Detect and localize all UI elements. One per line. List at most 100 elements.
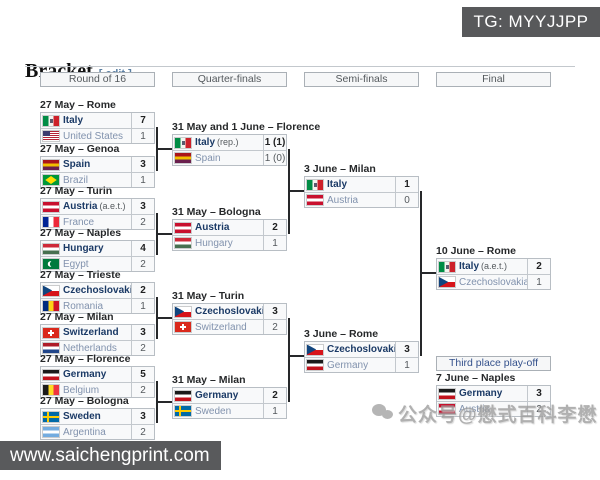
team-score: 2	[263, 220, 286, 235]
flag-austria-icon	[43, 201, 59, 212]
team-name-text[interactable]: Czechoslovakia	[195, 306, 263, 317]
team-name[interactable]: France	[63, 217, 131, 228]
flag-spain-icon	[43, 159, 59, 170]
team-name-text[interactable]: Czechoslovakia	[459, 276, 527, 288]
team-name-text[interactable]: Austria	[195, 222, 230, 233]
team-name[interactable]: Italy (a.e.t.)	[459, 261, 527, 272]
match-date: 31 May – Bologna	[172, 206, 261, 218]
team-name[interactable]: Spain	[63, 159, 131, 170]
match-table: Czechoslovakia 3 Switzerland 2	[172, 303, 287, 335]
team-name[interactable]: Czechoslovakia	[327, 344, 395, 355]
team-name[interactable]: Germany	[195, 390, 263, 401]
team-name[interactable]: Germany	[459, 388, 527, 399]
team-name[interactable]: Spain	[195, 153, 263, 164]
team-name-text[interactable]: Austria	[459, 403, 491, 415]
team-row: Romania 1	[41, 298, 154, 313]
team-name[interactable]: Sweden	[63, 411, 131, 422]
flag-italy-icon	[175, 137, 191, 148]
team-name-text[interactable]: Hungary	[195, 237, 233, 249]
match-table: Germany 2 Sweden 1	[172, 387, 287, 419]
team-name-text[interactable]: Brazil	[63, 174, 89, 186]
flag-romania-icon	[43, 301, 59, 311]
team-name[interactable]: Netherlands	[63, 343, 131, 354]
team-row: Brazil 1	[41, 172, 154, 187]
team-name-text[interactable]: Hungary	[63, 243, 104, 254]
team-name-text[interactable]: Italy	[459, 261, 480, 272]
team-score: 1 (1)	[263, 135, 286, 150]
team-name-text[interactable]: Spain	[63, 159, 91, 170]
team-name[interactable]: Italy (rep.)	[195, 137, 263, 148]
team-row: Netherlands 2	[41, 340, 154, 355]
match-third-1: 7 June – Naples Germany 3 Austria 2	[436, 372, 551, 417]
match-date: 27 May – Genoa	[40, 143, 120, 155]
team-name[interactable]: Austria (a.e.t.)	[63, 201, 131, 212]
team-row: Switzerland 3	[41, 325, 154, 340]
team-row: Egypt 2	[41, 256, 154, 271]
flag-germany-icon	[307, 360, 323, 370]
team-name[interactable]: Egypt	[63, 259, 131, 270]
team-name-text[interactable]: Austria	[327, 194, 359, 206]
team-row: Spain 1 (0)	[173, 150, 286, 165]
team-name[interactable]: Czechoslovakia	[195, 306, 263, 317]
team-name-text[interactable]: Sweden	[63, 411, 101, 422]
team-row: France 2	[41, 214, 154, 229]
flag-czechoslovakia-icon	[439, 277, 455, 287]
team-name[interactable]: Italy	[63, 115, 131, 126]
team-name-text[interactable]: Austria	[63, 201, 98, 212]
team-name[interactable]: Austria	[195, 222, 263, 233]
team-name-text[interactable]: France	[63, 216, 95, 228]
team-name-text[interactable]: Czechoslovakia	[63, 285, 131, 296]
team-name[interactable]: Romania	[63, 301, 131, 312]
match-table: Italy 1 Austria 0	[304, 176, 419, 208]
team-name-text[interactable]: Germany	[327, 359, 369, 371]
team-name-text[interactable]: Egypt	[63, 258, 89, 270]
team-name[interactable]: Hungary	[195, 238, 263, 249]
team-name-text[interactable]: United States	[63, 130, 124, 142]
team-name-text[interactable]: Germany	[195, 390, 239, 401]
team-name[interactable]: Austria	[459, 404, 527, 415]
team-name[interactable]: Switzerland	[63, 327, 131, 338]
team-name[interactable]: Brazil	[63, 175, 131, 186]
match-date: 27 May – Rome	[40, 99, 116, 111]
team-name-text[interactable]: Italy	[195, 137, 216, 148]
team-name-text[interactable]: Czechoslovakia	[327, 344, 395, 355]
team-row: Argentina 2	[41, 424, 154, 439]
team-name-text[interactable]: Italy	[63, 115, 84, 126]
team-name-text[interactable]: Switzerland	[195, 321, 247, 333]
team-score: 1	[131, 173, 154, 187]
wechat-watermark: 公众号@懋式百科李懋	[372, 400, 598, 427]
team-score: 1	[263, 404, 286, 418]
round-header-final: Final	[436, 72, 551, 87]
team-score: 2	[527, 402, 550, 416]
match-r16-6: 27 May – Milan Switzerland 3 Netherlands 2	[40, 311, 155, 356]
team-name[interactable]: Germany	[63, 369, 131, 380]
flag-austria-icon	[175, 222, 191, 233]
flag-czechoslovakia-icon	[43, 285, 59, 296]
team-name[interactable]: Switzerland	[195, 322, 263, 333]
team-name[interactable]: Belgium	[63, 385, 131, 396]
team-name[interactable]: Czechoslovakia	[459, 277, 527, 288]
team-name-text[interactable]: Sweden	[195, 405, 232, 417]
team-name-text[interactable]: Romania	[63, 300, 104, 312]
team-name-text[interactable]: Germany	[459, 388, 503, 399]
team-name[interactable]: Germany	[327, 360, 395, 371]
match-r16-7: 27 May – Florence Germany 5 Belgium 2	[40, 353, 155, 398]
team-name-text[interactable]: Germany	[63, 369, 107, 380]
team-name-text[interactable]: Belgium	[63, 384, 100, 396]
team-name-text[interactable]: Switzerland	[63, 327, 119, 338]
team-name[interactable]: United States	[63, 131, 131, 142]
team-score: 1 (0)	[263, 151, 286, 165]
team-name[interactable]: Sweden	[195, 406, 263, 417]
flag-egypt-icon	[43, 259, 59, 269]
match-final-1: 10 June – Rome Italy (a.e.t.) 2 Czechoslovak…	[436, 245, 551, 290]
team-name[interactable]: Argentina	[63, 427, 131, 438]
team-name-text[interactable]: Netherlands	[63, 342, 117, 354]
team-name[interactable]: Italy	[327, 179, 395, 190]
team-name-text[interactable]: Italy	[327, 179, 348, 190]
team-name[interactable]: Austria	[327, 195, 395, 206]
team-name[interactable]: Czechoslovakia	[63, 285, 131, 296]
team-name[interactable]: Hungary	[63, 243, 131, 254]
team-name-text[interactable]: Argentina	[63, 426, 106, 438]
third-place-playoff-link[interactable]: Third place play-off	[436, 356, 551, 371]
team-name-text[interactable]: Spain	[195, 152, 221, 164]
